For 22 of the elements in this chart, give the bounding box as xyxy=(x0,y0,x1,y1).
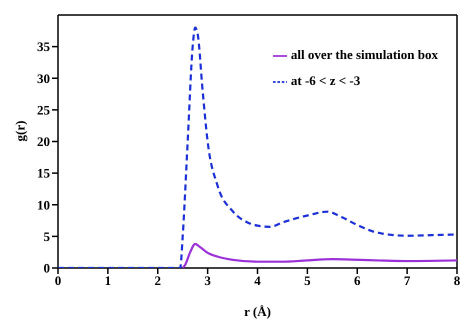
x-tick-label: 7 xyxy=(404,273,411,288)
x-axis-title: r (Å) xyxy=(244,304,271,319)
y-tick-label: 0 xyxy=(44,260,50,276)
x-tick-label: 4 xyxy=(254,273,262,288)
x-tick-label: 2 xyxy=(154,273,161,288)
y-tick-label: 30 xyxy=(37,70,50,86)
legend-label: at -6 < z < -3 xyxy=(290,73,360,88)
x-tick-label: 5 xyxy=(304,273,312,288)
x-tick-label: 6 xyxy=(354,273,361,288)
line-series xyxy=(182,242,457,268)
y-tick-label: 10 xyxy=(37,197,50,212)
y-tick-label: 5 xyxy=(44,228,50,244)
x-tick-label: 8 xyxy=(454,273,461,288)
y-tick-label: 35 xyxy=(37,39,50,54)
x-tick-label: 1 xyxy=(104,273,112,288)
y-tick-label: 20 xyxy=(37,134,50,150)
x-tick-label: 0 xyxy=(54,273,62,288)
x-tick-label: 3 xyxy=(204,273,212,288)
y-tick-label: 25 xyxy=(37,102,50,118)
y-axis-title: g(r) xyxy=(12,120,28,142)
y-tick-label: 15 xyxy=(37,166,50,181)
legend-label: all over the simulation box xyxy=(290,47,438,62)
